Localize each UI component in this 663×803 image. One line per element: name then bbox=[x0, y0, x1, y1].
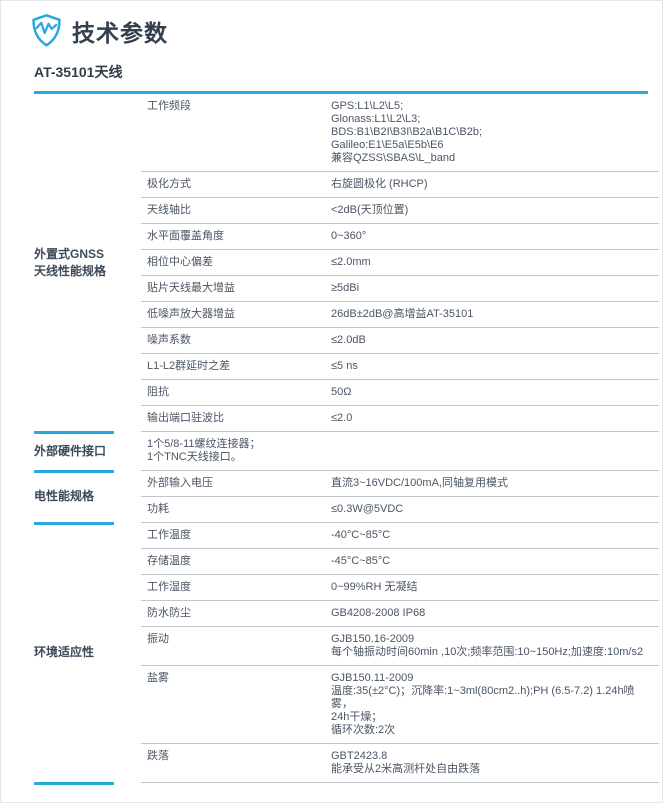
spec-row: 工作温度 -40°C~85°C bbox=[141, 523, 659, 549]
param-value: 0~99%RH 无凝结 bbox=[331, 581, 418, 593]
param-value: GB4208-2008 IP68 bbox=[331, 607, 426, 619]
spec-section: 外部硬件接口 1个5/8-11螺纹连接器； 1个TNC天线接口。 bbox=[34, 432, 659, 473]
spec-row: 水平面覆盖角度 0~360° bbox=[141, 224, 659, 250]
param-label: 输出端口驻波比 bbox=[147, 412, 224, 424]
param-value: GJB150.16-2009 每个轴振动时间60min ,10次;频率范围:10… bbox=[331, 633, 644, 658]
param-value: <2dB(天顶位置) bbox=[331, 204, 409, 216]
param-label: 低噪声放大器增益 bbox=[147, 308, 235, 320]
param-label: 1个5/8-11螺纹连接器； 1个TNC天线接口。 bbox=[147, 438, 261, 463]
section-divider-rule bbox=[34, 431, 114, 434]
page-title: 技术参数 bbox=[72, 19, 168, 46]
section-rows: 1个5/8-11螺纹连接器； 1个TNC天线接口。 bbox=[141, 432, 659, 471]
param-value: GBT2423.8 能承受从2米高测杆处自由跌落 bbox=[331, 750, 481, 775]
param-value: 右旋圆极化 (RHCP) bbox=[331, 178, 428, 190]
param-value: ≥5dBi bbox=[331, 282, 360, 294]
param-value: ≤2.0dB bbox=[331, 334, 366, 346]
param-value: 0~360° bbox=[331, 230, 367, 242]
spec-row: 盐雾 GJB150.11-2009 温度:35(±2°C)；沉降率:1~3ml(8… bbox=[141, 666, 659, 744]
category-label: 电性能规格 bbox=[34, 489, 95, 504]
param-label: 跌落 bbox=[147, 750, 169, 762]
param-label: L1-L2群延时之差 bbox=[147, 360, 231, 372]
section-rows: 工作温度 -40°C~85°C 存储温度 -45°C~85°C 工作湿度 0~99%RH … bbox=[141, 523, 659, 783]
spec-row: 相位中心偏差 ≤2.0mm bbox=[141, 250, 659, 276]
spec-row: 存储温度 -45°C~85°C bbox=[141, 549, 659, 575]
spec-section: 电性能规格 外部输入电压 直流3~16VDC/100mA,同轴复用模式功耗 ≤0.3W… bbox=[34, 471, 659, 525]
param-label: 贴片天线最大增益 bbox=[147, 282, 235, 294]
section-rows: 外部输入电压 直流3~16VDC/100mA,同轴复用模式功耗 ≤0.3W@5VDC bbox=[141, 471, 659, 523]
spec-row: 工作湿度 0~99%RH 无凝结 bbox=[141, 575, 659, 601]
param-value: -45°C~85°C bbox=[331, 555, 391, 567]
param-value: 50Ω bbox=[331, 386, 352, 398]
spec-row: 输出端口驻波比 ≤2.0 bbox=[141, 406, 659, 432]
spec-row: 噪声系数 ≤2.0dB bbox=[141, 328, 659, 354]
param-label: 天线轴比 bbox=[147, 204, 191, 216]
category-label: 外置式GNSS 天线性能规格 bbox=[34, 246, 107, 278]
spec-row: 功耗 ≤0.3W@5VDC bbox=[141, 497, 659, 523]
spec-row: 阻抗 50Ω bbox=[141, 380, 659, 406]
spec-row: 工作频段 GPS:L1\L2\L5; Glonass:L1\L2\L3; BDS:… bbox=[141, 94, 659, 172]
category-label: 外部硬件接口 bbox=[34, 443, 107, 458]
param-label: 阻抗 bbox=[147, 386, 169, 398]
param-value: ≤2.0 bbox=[331, 412, 353, 424]
spec-section: 外置式GNSS 天线性能规格 工作频段 GPS:L1\L2\L5; Glonass:… bbox=[34, 94, 659, 434]
category-cell: 环境适应性 bbox=[34, 523, 141, 785]
param-label: 盐雾 bbox=[147, 672, 169, 684]
param-label: 工作湿度 bbox=[147, 581, 191, 593]
param-label: 防水防尘 bbox=[147, 607, 191, 619]
category-label: 环境适应性 bbox=[34, 645, 95, 660]
spec-row: 振动 GJB150.16-2009 每个轴振动时间60min ,10次;频率范围:… bbox=[141, 627, 659, 666]
spec-row: 天线轴比 <2dB(天顶位置) bbox=[141, 198, 659, 224]
param-value: ≤5 ns bbox=[331, 360, 358, 372]
param-value: ≤0.3W@5VDC bbox=[331, 503, 404, 515]
param-label: 噪声系数 bbox=[147, 334, 191, 346]
param-label: 水平面覆盖角度 bbox=[147, 230, 224, 242]
section-divider-rule bbox=[34, 470, 114, 473]
shield-pulse-icon bbox=[32, 14, 61, 47]
param-label: 极化方式 bbox=[147, 178, 191, 190]
spec-row: 外部输入电压 直流3~16VDC/100mA,同轴复用模式 bbox=[141, 471, 659, 497]
section-divider-rule bbox=[34, 522, 114, 525]
param-value: GPS:L1\L2\L5; Glonass:L1\L2\L3; BDS:B1\B… bbox=[331, 100, 483, 164]
param-label: 相位中心偏差 bbox=[147, 256, 213, 268]
spec-section: 环境适应性 工作温度 -40°C~85°C 存储温度 -45°C~85°C 工作湿度 0~9… bbox=[34, 523, 659, 785]
spec-row: 防水防尘 GB4208-2008 IP68 bbox=[141, 601, 659, 627]
header: 技术参数 bbox=[28, 12, 662, 49]
param-value: ≤2.0mm bbox=[331, 256, 371, 268]
category-cell: 电性能规格 bbox=[34, 471, 141, 525]
spec-row: 极化方式 右旋圆极化 (RHCP) bbox=[141, 172, 659, 198]
title-underline bbox=[34, 91, 648, 94]
spec-row: L1-L2群延时之差 ≤5 ns bbox=[141, 354, 659, 380]
spec-row: 跌落 GBT2423.8 能承受从2米高测杆处自由跌落 bbox=[141, 744, 659, 783]
param-label: 工作温度 bbox=[147, 529, 191, 541]
param-label: 功耗 bbox=[147, 503, 169, 515]
param-value: 26dB±2dB@高增益AT-35101 bbox=[331, 308, 474, 320]
product-title: AT-35101天线 bbox=[34, 64, 123, 80]
param-value: GJB150.11-2009 温度:35(±2°C)；沉降率:1~3ml(80c… bbox=[331, 672, 635, 736]
param-value: 直流3~16VDC/100mA,同轴复用模式 bbox=[331, 477, 508, 489]
category-cell: 外部硬件接口 bbox=[34, 432, 141, 473]
spec-row: 贴片天线最大增益 ≥5dBi bbox=[141, 276, 659, 302]
spec-sections: 外置式GNSS 天线性能规格 工作频段 GPS:L1\L2\L5; Glonass:… bbox=[34, 94, 659, 785]
param-value: -40°C~85°C bbox=[331, 529, 391, 541]
spec-row: 1个5/8-11螺纹连接器； 1个TNC天线接口。 bbox=[141, 432, 659, 471]
category-cell: 外置式GNSS 天线性能规格 bbox=[34, 94, 141, 434]
spec-row: 低噪声放大器增益 26dB±2dB@高增益AT-35101 bbox=[141, 302, 659, 328]
param-label: 外部输入电压 bbox=[147, 477, 213, 489]
section-divider-rule bbox=[34, 782, 114, 785]
param-label: 振动 bbox=[147, 633, 169, 645]
param-label: 工作频段 bbox=[147, 100, 191, 112]
section-rows: 工作频段 GPS:L1\L2\L5; Glonass:L1\L2\L3; BDS:… bbox=[141, 94, 659, 432]
param-label: 存储温度 bbox=[147, 555, 191, 567]
